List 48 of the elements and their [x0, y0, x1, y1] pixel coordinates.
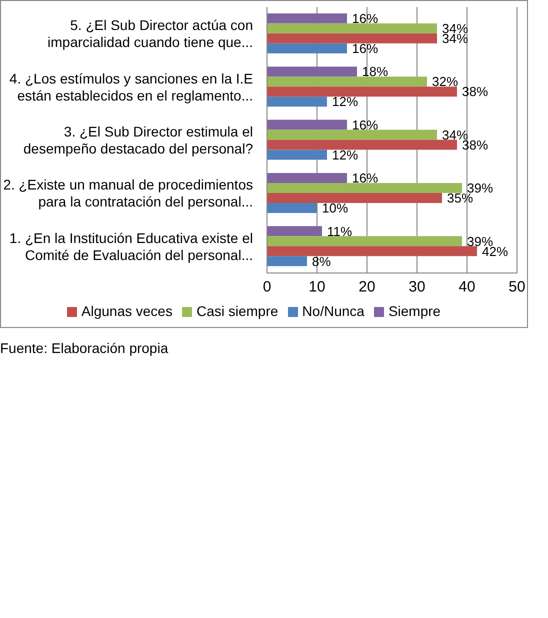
bar [267, 43, 347, 54]
data-label: 16% [352, 41, 378, 56]
legend-label: Casi siempre [196, 303, 278, 319]
x-tick-label: 40 [458, 278, 476, 296]
bar [267, 256, 307, 266]
bar [267, 236, 462, 246]
bar [267, 202, 317, 213]
legend-label: Siempre [388, 303, 441, 319]
x-tick-label: 0 [262, 278, 272, 296]
source-note: Fuente: Elaboración propia [0, 340, 170, 356]
bar [267, 96, 327, 107]
bar [267, 66, 357, 77]
bar [267, 76, 427, 87]
legend-label: Algunas veces [81, 303, 172, 319]
y-tick-label: 3. ¿El Sub Director estimula el desempeño destacado del personal? [23, 124, 254, 156]
data-label: 12% [332, 147, 358, 162]
y-tick-label: 1. ¿En la Institución Educativa existe el Comité de Evaluación del personal... [9, 230, 253, 263]
x-tick-label: 20 [358, 278, 376, 296]
x-tick-label: 10 [308, 278, 326, 296]
bar [267, 246, 477, 256]
bar [267, 13, 347, 24]
data-label: 16% [352, 170, 378, 186]
data-label: 18% [362, 64, 388, 80]
data-label: 16% [352, 117, 378, 132]
y-tick-label: 2. ¿Existe un manual de procedimientos para la contratación del personal... [3, 176, 253, 210]
bar [267, 33, 437, 44]
x-tick-label: 50 [508, 278, 526, 296]
bar [267, 182, 462, 193]
bar [267, 86, 457, 97]
bar [267, 192, 442, 203]
bar [267, 120, 347, 130]
bar [267, 23, 437, 34]
data-label: 12% [332, 94, 358, 110]
data-label: 16% [352, 11, 378, 26]
data-label: 11% [327, 224, 352, 239]
y-tick-label: 5. ¿El Sub Director actúa con imparcialidad cuando tiene que... [48, 17, 253, 50]
bar [267, 150, 327, 160]
bar [267, 226, 322, 236]
legend-label: No/Nunca [302, 303, 364, 319]
data-label: 8% [312, 254, 332, 269]
data-label: 10% [322, 200, 348, 216]
data-label: 32% [432, 74, 458, 90]
bar [267, 172, 347, 183]
x-tick-label: 30 [408, 278, 426, 296]
y-tick-label: 4. ¿Los estímulos y sanciones en la I.E están establecidos en el reglamento... [9, 70, 253, 104]
data-label: 38% [462, 84, 488, 100]
bar [267, 140, 457, 150]
bar [267, 130, 437, 140]
